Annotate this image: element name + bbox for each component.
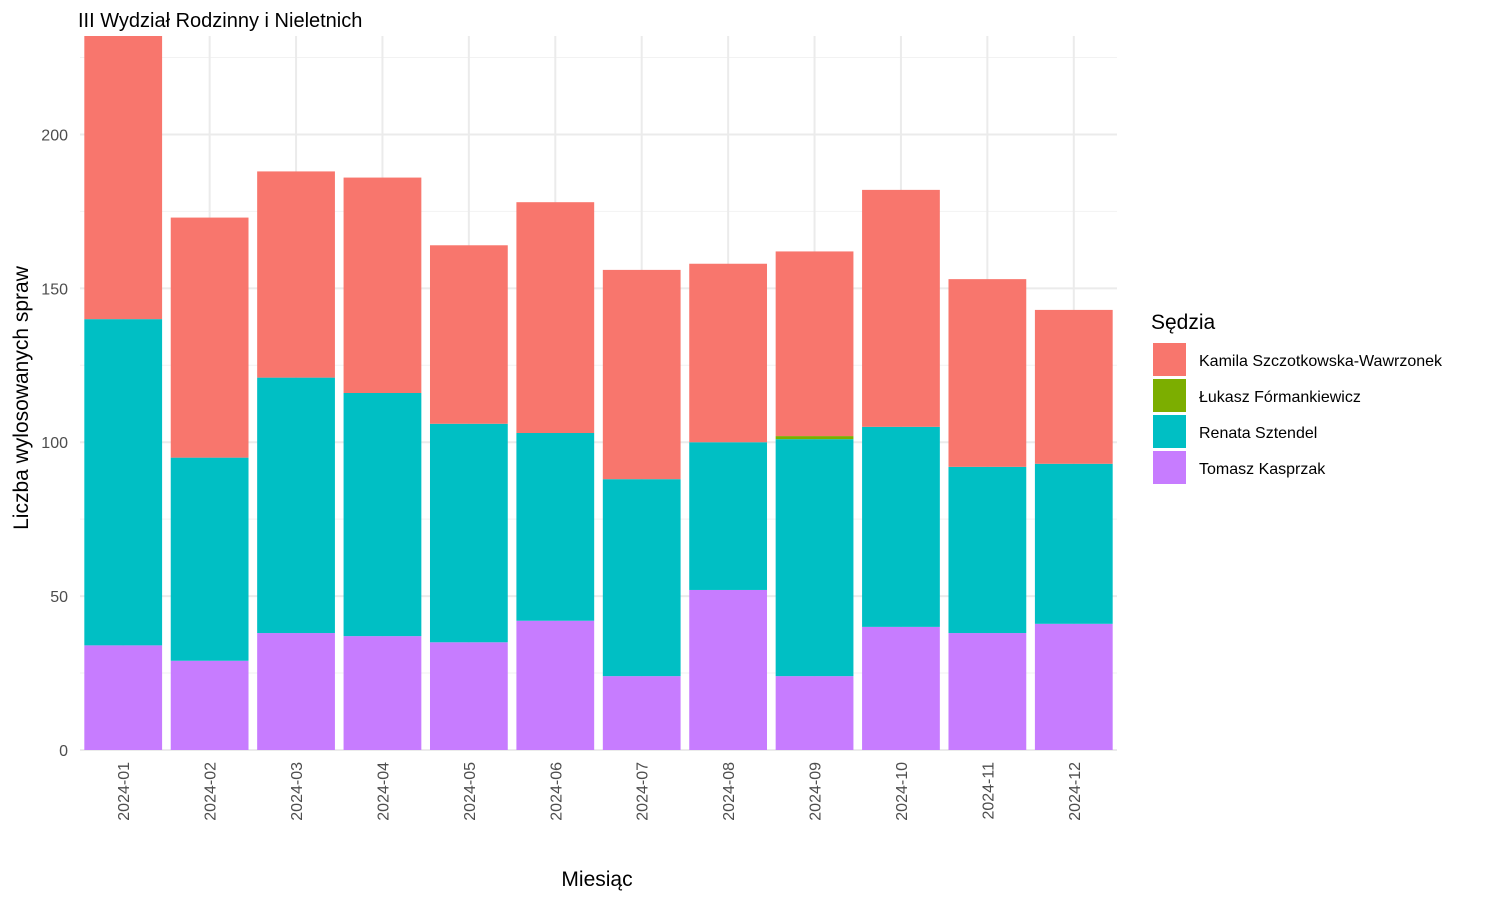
bar-segment <box>775 676 854 750</box>
bar-segment <box>516 202 595 434</box>
bar-segment <box>84 36 163 320</box>
legend-title: Sędzia <box>1151 311 1216 334</box>
x-axis-title: Miesiąc <box>561 868 632 891</box>
x-axis-ticks: 2024-01 2024-02 2024-03 2024-04 2024-05 2024-… <box>116 762 1084 821</box>
bar-segment <box>84 645 163 750</box>
bar-segment <box>516 620 595 750</box>
x-tick-label: 2024-10 <box>894 762 911 821</box>
legend-label: Tomasz Kasprzak <box>1199 461 1326 478</box>
legend-swatch <box>1153 343 1186 376</box>
bar-segment <box>516 433 595 621</box>
x-tick-label: 2024-06 <box>548 762 565 821</box>
bar-segment <box>429 245 508 424</box>
bar-segment <box>689 442 768 590</box>
bar-segment <box>170 660 249 750</box>
bar-segment <box>343 393 422 637</box>
bar-segment <box>257 377 335 634</box>
legend-swatch <box>1153 415 1186 448</box>
y-tick-label: 0 <box>59 743 68 760</box>
bar-segment <box>257 633 335 750</box>
x-tick-label: 2024-07 <box>635 762 652 821</box>
bar-segment <box>602 269 681 480</box>
bar-segment <box>775 251 854 437</box>
bar-segment <box>775 439 854 677</box>
y-axis-ticks: 0 50 100 150 200 <box>41 127 68 760</box>
x-tick-label: 2024-08 <box>721 762 738 821</box>
legend: Sędzia Kamila Szczotkowska-Wawrzonek Łuka… <box>1151 311 1443 484</box>
bar-segment <box>1034 463 1113 624</box>
bar-segment <box>862 189 940 427</box>
x-tick-label: 2024-05 <box>462 762 479 821</box>
legend-swatch <box>1153 379 1186 412</box>
x-tick-label: 2024-11 <box>980 762 997 820</box>
bar-segment <box>429 642 508 750</box>
y-tick-label: 50 <box>50 589 68 606</box>
x-tick-label: 2024-12 <box>1067 762 1084 821</box>
legend-swatch <box>1153 451 1186 484</box>
bar-segment <box>689 263 768 443</box>
bar-segment <box>343 636 422 750</box>
bar-segment <box>429 423 508 643</box>
bar-segment <box>602 479 681 677</box>
y-tick-label: 150 <box>41 281 68 298</box>
legend-label: Renata Sztendel <box>1199 425 1317 442</box>
bar-segment <box>602 676 681 750</box>
bars <box>84 36 1113 750</box>
bar-segment <box>775 436 854 440</box>
chart-title: III Wydział Rodzinny i Nieletnich <box>78 10 362 32</box>
bar-segment <box>862 426 940 627</box>
x-tick-label: 2024-01 <box>116 762 133 821</box>
x-tick-label: 2024-09 <box>808 762 825 821</box>
bar-segment <box>862 626 940 750</box>
bar-segment <box>689 589 768 750</box>
bar-segment <box>84 319 163 646</box>
legend-label: Łukasz Fórmankiewicz <box>1199 389 1361 406</box>
bar-segment <box>1034 309 1113 464</box>
bar-segment <box>257 171 335 378</box>
bar-segment <box>343 177 422 393</box>
y-tick-label: 200 <box>41 127 68 144</box>
bar-segment <box>948 466 1027 634</box>
bar-segment <box>948 633 1027 750</box>
x-tick-label: 2024-03 <box>289 762 306 821</box>
x-tick-label: 2024-04 <box>375 762 392 821</box>
bar-segment <box>948 279 1027 467</box>
y-axis-title: Liczba wylosowanych spraw <box>10 265 33 530</box>
legend-label: Kamila Szczotkowska-Wawrzonek <box>1199 353 1443 370</box>
x-tick-label: 2024-02 <box>203 762 220 821</box>
bar-segment <box>1034 623 1113 750</box>
bar-segment <box>170 217 249 458</box>
bar-segment <box>170 457 249 661</box>
y-tick-label: 100 <box>41 435 68 452</box>
